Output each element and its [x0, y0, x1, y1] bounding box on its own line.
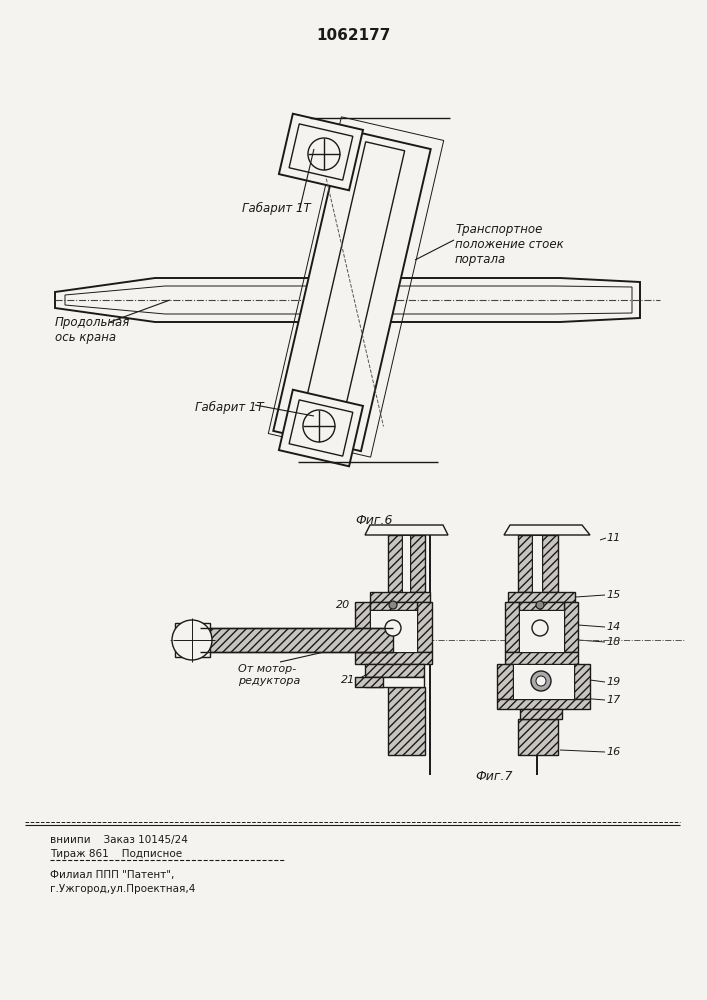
Text: Транспортное
положение стоек
портала: Транспортное положение стоек портала: [455, 224, 563, 266]
Text: вниипи    Заказ 10145/24: вниипи Заказ 10145/24: [50, 835, 188, 845]
Polygon shape: [519, 602, 564, 610]
Polygon shape: [365, 664, 424, 677]
Text: Фиг.6: Фиг.6: [355, 514, 392, 526]
Polygon shape: [279, 114, 363, 190]
Polygon shape: [519, 610, 564, 652]
Text: Фиг.7: Фиг.7: [475, 770, 513, 784]
Polygon shape: [65, 286, 632, 314]
Polygon shape: [504, 525, 590, 535]
Circle shape: [389, 601, 397, 609]
Polygon shape: [370, 610, 417, 652]
Circle shape: [531, 671, 551, 691]
Polygon shape: [518, 535, 532, 592]
Polygon shape: [274, 129, 431, 451]
Polygon shape: [564, 602, 578, 652]
Polygon shape: [299, 142, 404, 438]
Text: Филиал ППП "Патент",: Филиал ППП "Патент",: [50, 870, 175, 880]
Text: 16: 16: [606, 747, 620, 757]
Polygon shape: [497, 699, 590, 709]
Polygon shape: [513, 664, 574, 699]
Polygon shape: [388, 687, 425, 755]
Polygon shape: [402, 535, 410, 592]
Polygon shape: [370, 602, 417, 610]
Text: Тираж 861    Подписное: Тираж 861 Подписное: [50, 849, 182, 859]
Circle shape: [172, 620, 212, 660]
Polygon shape: [279, 390, 363, 466]
Polygon shape: [505, 602, 519, 652]
Circle shape: [303, 410, 335, 442]
Polygon shape: [200, 628, 393, 652]
Circle shape: [385, 620, 401, 636]
Text: Продольная
ось крана: Продольная ось крана: [55, 316, 130, 344]
Circle shape: [536, 601, 544, 609]
Polygon shape: [355, 677, 383, 687]
Text: От мотор-
редуктора: От мотор- редуктора: [238, 664, 300, 686]
Circle shape: [536, 676, 546, 686]
Polygon shape: [388, 535, 402, 592]
Text: Габарит 1Т: Габарит 1Т: [195, 400, 264, 414]
Polygon shape: [355, 602, 370, 652]
Polygon shape: [542, 535, 558, 592]
Polygon shape: [410, 535, 425, 592]
Polygon shape: [574, 664, 590, 699]
Polygon shape: [518, 719, 558, 755]
Polygon shape: [532, 535, 542, 592]
Polygon shape: [55, 278, 640, 322]
Text: г.Ужгород,ул.Проектная,4: г.Ужгород,ул.Проектная,4: [50, 884, 195, 894]
Polygon shape: [508, 592, 575, 602]
Polygon shape: [520, 709, 562, 719]
Circle shape: [532, 620, 548, 636]
Circle shape: [308, 138, 340, 170]
Polygon shape: [365, 525, 448, 535]
Polygon shape: [289, 400, 353, 456]
Polygon shape: [417, 602, 432, 652]
Polygon shape: [289, 124, 353, 180]
Text: 18: 18: [606, 637, 620, 647]
Text: 17: 17: [606, 695, 620, 705]
Text: Габарит 1Т: Габарит 1Т: [242, 201, 310, 215]
Text: 1062177: 1062177: [317, 27, 391, 42]
Text: 14: 14: [606, 622, 620, 632]
Polygon shape: [505, 652, 578, 664]
Polygon shape: [365, 677, 424, 687]
Text: 15: 15: [606, 590, 620, 600]
Text: 21: 21: [341, 675, 355, 685]
Polygon shape: [497, 664, 513, 699]
Text: 19: 19: [606, 677, 620, 687]
Text: 11: 11: [606, 533, 620, 543]
Polygon shape: [370, 592, 430, 602]
Polygon shape: [175, 623, 210, 657]
Polygon shape: [355, 652, 432, 664]
Text: 20: 20: [336, 600, 350, 610]
